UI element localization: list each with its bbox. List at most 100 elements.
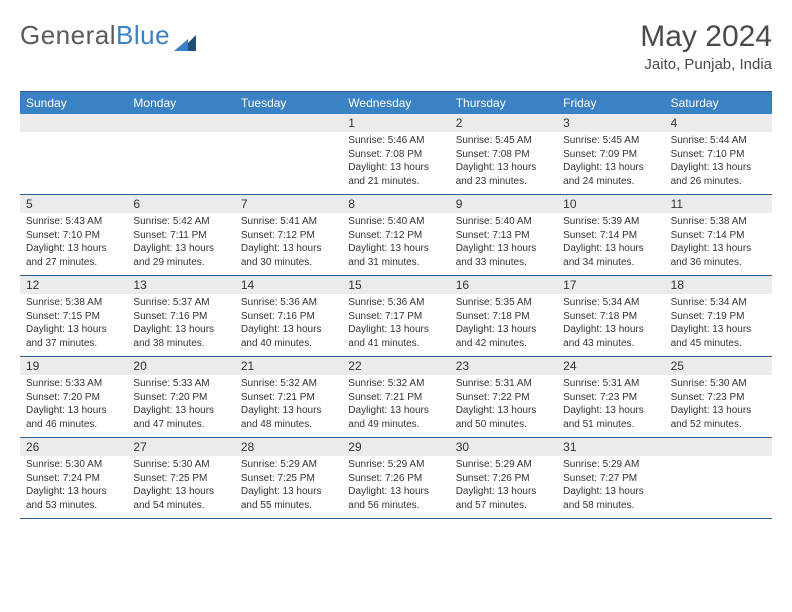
daylight-text-1: Daylight: 13 hours (456, 485, 551, 499)
day-cell: Sunrise: 5:31 AMSunset: 7:23 PMDaylight:… (557, 375, 664, 437)
day-cell (665, 456, 772, 518)
logo-text-2: Blue (116, 20, 170, 51)
sunset-text: Sunset: 7:26 PM (456, 472, 551, 486)
day-number: 14 (235, 276, 342, 294)
daylight-text-1: Daylight: 13 hours (671, 323, 766, 337)
day-number: 8 (342, 195, 449, 213)
sunset-text: Sunset: 7:10 PM (671, 148, 766, 162)
daylight-text-2: and 29 minutes. (133, 256, 228, 270)
sunrise-text: Sunrise: 5:36 AM (348, 296, 443, 310)
day-number: 13 (127, 276, 234, 294)
daylight-text-2: and 56 minutes. (348, 499, 443, 513)
sunset-text: Sunset: 7:23 PM (563, 391, 658, 405)
sunrise-text: Sunrise: 5:37 AM (133, 296, 228, 310)
sunrise-text: Sunrise: 5:32 AM (348, 377, 443, 391)
sunrise-text: Sunrise: 5:43 AM (26, 215, 121, 229)
daylight-text-1: Daylight: 13 hours (26, 242, 121, 256)
day-cell: Sunrise: 5:42 AMSunset: 7:11 PMDaylight:… (127, 213, 234, 275)
day-number: 15 (342, 276, 449, 294)
weekday-label: Thursday (450, 92, 557, 114)
weekday-label: Sunday (20, 92, 127, 114)
week-row: Sunrise: 5:33 AMSunset: 7:20 PMDaylight:… (20, 375, 772, 438)
sunset-text: Sunset: 7:14 PM (563, 229, 658, 243)
sunset-text: Sunset: 7:17 PM (348, 310, 443, 324)
daylight-text-2: and 53 minutes. (26, 499, 121, 513)
day-number: 6 (127, 195, 234, 213)
sunrise-text: Sunrise: 5:38 AM (671, 215, 766, 229)
day-number: 30 (450, 438, 557, 456)
sunrise-text: Sunrise: 5:39 AM (563, 215, 658, 229)
daylight-text-2: and 31 minutes. (348, 256, 443, 270)
sunrise-text: Sunrise: 5:36 AM (241, 296, 336, 310)
sunset-text: Sunset: 7:11 PM (133, 229, 228, 243)
daylight-text-1: Daylight: 13 hours (133, 404, 228, 418)
sunset-text: Sunset: 7:12 PM (348, 229, 443, 243)
sunset-text: Sunset: 7:23 PM (671, 391, 766, 405)
daylight-text-1: Daylight: 13 hours (26, 485, 121, 499)
day-cell: Sunrise: 5:31 AMSunset: 7:22 PMDaylight:… (450, 375, 557, 437)
sunset-text: Sunset: 7:16 PM (241, 310, 336, 324)
sunrise-text: Sunrise: 5:38 AM (26, 296, 121, 310)
sunset-text: Sunset: 7:13 PM (456, 229, 551, 243)
sunset-text: Sunset: 7:19 PM (671, 310, 766, 324)
day-number-row: 567891011 (20, 195, 772, 213)
day-number: 26 (20, 438, 127, 456)
sunrise-text: Sunrise: 5:30 AM (133, 458, 228, 472)
daylight-text-1: Daylight: 13 hours (133, 485, 228, 499)
daylight-text-1: Daylight: 13 hours (241, 323, 336, 337)
daylight-text-1: Daylight: 13 hours (563, 161, 658, 175)
sunrise-text: Sunrise: 5:29 AM (348, 458, 443, 472)
day-cell: Sunrise: 5:33 AMSunset: 7:20 PMDaylight:… (20, 375, 127, 437)
daylight-text-1: Daylight: 13 hours (456, 404, 551, 418)
page-title: May 2024 (640, 20, 772, 54)
sunset-text: Sunset: 7:12 PM (241, 229, 336, 243)
day-number-row: 1234 (20, 114, 772, 132)
day-number: 23 (450, 357, 557, 375)
daylight-text-2: and 57 minutes. (456, 499, 551, 513)
week-row: Sunrise: 5:43 AMSunset: 7:10 PMDaylight:… (20, 213, 772, 276)
daylight-text-2: and 27 minutes. (26, 256, 121, 270)
sunrise-text: Sunrise: 5:30 AM (26, 458, 121, 472)
day-cell: Sunrise: 5:37 AMSunset: 7:16 PMDaylight:… (127, 294, 234, 356)
daylight-text-2: and 41 minutes. (348, 337, 443, 351)
calendar-body: 1234Sunrise: 5:46 AMSunset: 7:08 PMDayli… (20, 114, 772, 519)
day-cell: Sunrise: 5:29 AMSunset: 7:25 PMDaylight:… (235, 456, 342, 518)
day-number (235, 114, 342, 132)
day-number: 9 (450, 195, 557, 213)
day-number: 28 (235, 438, 342, 456)
day-cell (20, 132, 127, 194)
sunset-text: Sunset: 7:14 PM (671, 229, 766, 243)
weekday-label: Friday (557, 92, 664, 114)
daylight-text-2: and 50 minutes. (456, 418, 551, 432)
daylight-text-2: and 49 minutes. (348, 418, 443, 432)
day-number: 11 (665, 195, 772, 213)
daylight-text-2: and 47 minutes. (133, 418, 228, 432)
sunset-text: Sunset: 7:20 PM (133, 391, 228, 405)
logo: GeneralBlue (20, 20, 196, 51)
weekday-label: Wednesday (342, 92, 449, 114)
sunrise-text: Sunrise: 5:46 AM (348, 134, 443, 148)
day-number (20, 114, 127, 132)
day-number (665, 438, 772, 456)
day-cell: Sunrise: 5:45 AMSunset: 7:09 PMDaylight:… (557, 132, 664, 194)
daylight-text-1: Daylight: 13 hours (563, 404, 658, 418)
day-number: 31 (557, 438, 664, 456)
day-number: 2 (450, 114, 557, 132)
daylight-text-2: and 30 minutes. (241, 256, 336, 270)
day-number-row: 12131415161718 (20, 276, 772, 294)
daylight-text-1: Daylight: 13 hours (563, 242, 658, 256)
day-number: 27 (127, 438, 234, 456)
sunset-text: Sunset: 7:15 PM (26, 310, 121, 324)
day-number-row: 19202122232425 (20, 357, 772, 375)
calendar: SundayMondayTuesdayWednesdayThursdayFrid… (20, 91, 772, 519)
day-number-row: 262728293031 (20, 438, 772, 456)
day-number (127, 114, 234, 132)
day-cell: Sunrise: 5:29 AMSunset: 7:27 PMDaylight:… (557, 456, 664, 518)
day-number: 7 (235, 195, 342, 213)
daylight-text-1: Daylight: 13 hours (348, 404, 443, 418)
daylight-text-1: Daylight: 13 hours (671, 404, 766, 418)
day-number: 21 (235, 357, 342, 375)
daylight-text-1: Daylight: 13 hours (671, 161, 766, 175)
day-number: 17 (557, 276, 664, 294)
sunrise-text: Sunrise: 5:40 AM (348, 215, 443, 229)
